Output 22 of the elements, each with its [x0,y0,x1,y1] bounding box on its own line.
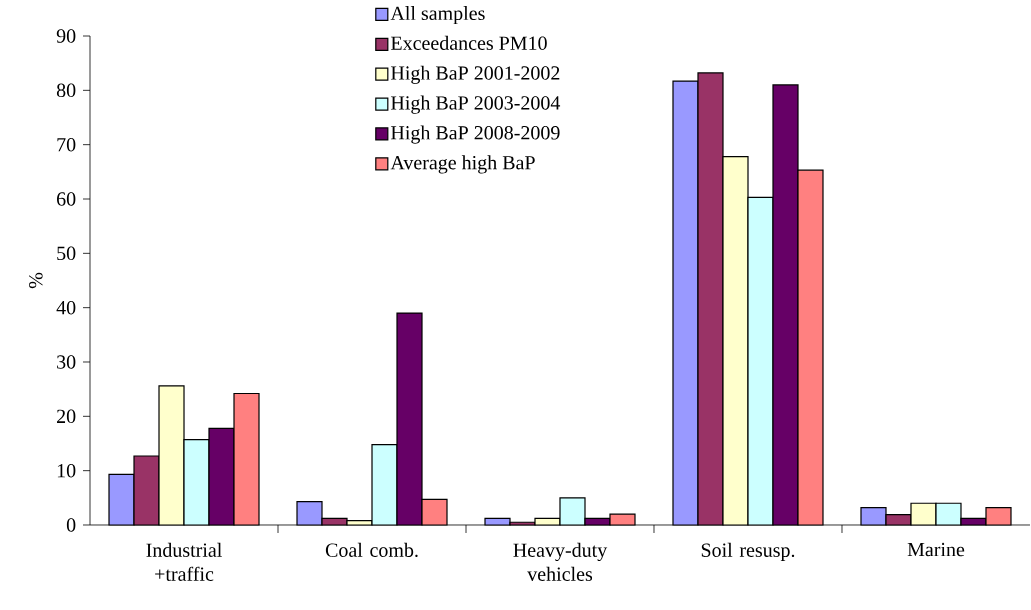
y-tick-label: 10 [57,463,76,478]
x-tick-label: Industrial +traffic [146,542,222,581]
y-tick-label: 30 [57,355,76,369]
legend-label: High BaP 2003-2004 [390,95,561,114]
y-tick-label: 90 [56,29,76,43]
x-tick-label: Soil resusp. [701,542,795,561]
y-tick-label: 60 [57,192,76,206]
y-tick-label: 0 [66,518,76,532]
y-tick-label: 50 [57,246,76,261]
y-tick-label: 40 [56,300,76,315]
y-tick-label: 20 [57,409,76,424]
legend-label: High BaP 2008-2009 [390,125,560,144]
legend-label: All samples [390,5,485,25]
x-tick-label: Coal comb. [325,542,418,558]
y-tick-label: 70 [57,137,76,152]
legend-label: Exceedances PM10 [390,35,547,50]
y-tick-label: 80 [56,83,76,98]
x-tick-label: Heavy-duty vehicles [513,542,608,581]
legend-label: Average high BaP [390,155,535,174]
x-tick-label: Marine [907,542,965,557]
y-axis-title: % [29,272,43,289]
legend-label: High BaP 2001-2002 [390,65,560,84]
